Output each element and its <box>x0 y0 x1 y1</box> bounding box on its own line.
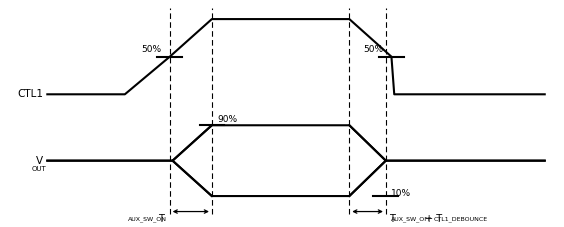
Text: AUX_SW_OFF: AUX_SW_OFF <box>391 216 433 222</box>
Text: CTL1: CTL1 <box>17 89 43 99</box>
Text: T: T <box>158 214 164 224</box>
Text: CTL1_DEBOUNCE: CTL1_DEBOUNCE <box>434 216 488 222</box>
Text: + T: + T <box>422 214 442 224</box>
Text: AUX_SW_ON: AUX_SW_ON <box>128 216 167 222</box>
Text: 50%: 50% <box>141 45 161 54</box>
Text: V: V <box>36 156 43 166</box>
Text: 10%: 10% <box>391 189 412 198</box>
Text: OUT: OUT <box>32 166 46 172</box>
Text: T: T <box>389 214 394 224</box>
Text: 50%: 50% <box>363 45 383 54</box>
Text: 90%: 90% <box>218 115 237 124</box>
